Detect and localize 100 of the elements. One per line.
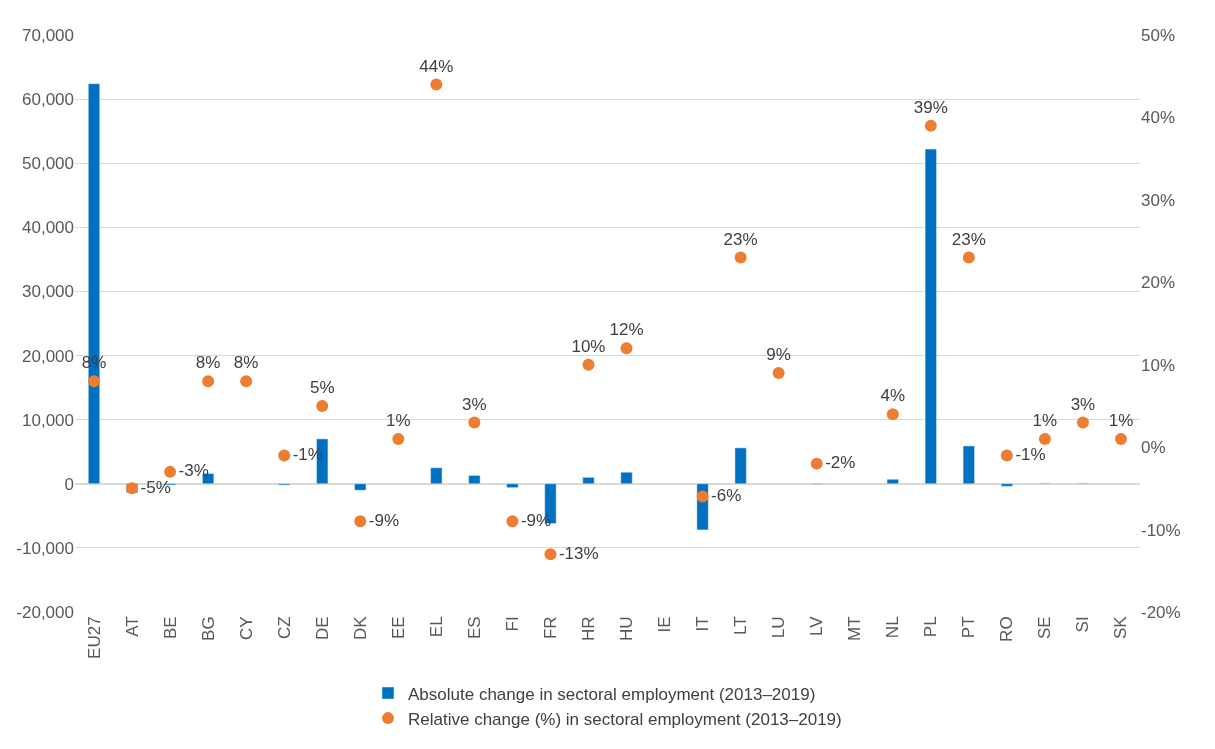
data-label: 23% xyxy=(951,229,986,249)
y-tick-label: 50,000 xyxy=(22,154,74,174)
point xyxy=(506,515,519,528)
x-tick-label: EL xyxy=(426,616,446,638)
x-tick-label: CY xyxy=(236,616,256,641)
data-label: 44% xyxy=(419,56,454,76)
x-tick-label: MT xyxy=(845,616,865,641)
point xyxy=(696,490,709,503)
point xyxy=(886,408,899,421)
point xyxy=(88,375,101,388)
y-tick-label: 20,000 xyxy=(22,346,74,366)
x-tick-label: LU xyxy=(769,616,789,639)
x-tick-label: DE xyxy=(312,616,332,641)
y-tick-label: 60,000 xyxy=(22,90,74,110)
point xyxy=(468,416,481,429)
x-tick-label: FR xyxy=(540,616,560,640)
x-tick-label: ES xyxy=(464,616,484,640)
x-tick-label: HU xyxy=(617,616,637,641)
data-label: -3% xyxy=(178,461,209,481)
y-tick-label: -20,000 xyxy=(16,602,74,622)
point xyxy=(430,78,443,91)
x-tick-label: IE xyxy=(655,616,675,633)
x-tick-label: EE xyxy=(388,616,408,640)
data-label: -9% xyxy=(368,510,399,530)
data-label: 8% xyxy=(233,353,259,373)
point xyxy=(354,515,367,528)
bar xyxy=(924,148,937,485)
bar xyxy=(962,445,975,485)
x-tick-label: BG xyxy=(198,616,218,641)
y2-tick-label: -10% xyxy=(1141,520,1181,540)
data-label: 23% xyxy=(723,229,758,249)
data-label: 12% xyxy=(609,320,644,340)
y-tick-label: -10,000 xyxy=(16,538,74,558)
data-label: 5% xyxy=(309,378,335,398)
y-tick-label: 0 xyxy=(64,474,74,494)
data-label: 1% xyxy=(386,411,411,431)
data-label: 3% xyxy=(1070,394,1096,414)
x-tick-label: BE xyxy=(160,616,180,640)
point xyxy=(1000,449,1013,462)
legend-label: Absolute change in sectoral employment (2013–2019) xyxy=(408,684,816,704)
point xyxy=(1076,416,1089,429)
point xyxy=(202,375,215,388)
point xyxy=(1114,432,1127,445)
data-label: 1% xyxy=(1108,411,1134,431)
point xyxy=(962,251,975,264)
x-tick-label: AT xyxy=(122,616,142,637)
point xyxy=(164,465,177,478)
point xyxy=(620,342,633,355)
x-tick-label: EU27 xyxy=(84,616,104,659)
y-tick-label: 40,000 xyxy=(22,218,74,238)
data-label: 8% xyxy=(195,353,221,373)
y-tick-label: 30,000 xyxy=(22,282,74,302)
point xyxy=(734,251,747,264)
data-label: 3% xyxy=(462,394,487,414)
point xyxy=(1038,432,1051,445)
data-label: -13% xyxy=(558,543,599,563)
bar xyxy=(734,447,747,485)
y2-tick-label: 50% xyxy=(1141,25,1176,45)
x-tick-label: PL xyxy=(921,616,941,638)
data-label: 10% xyxy=(571,336,606,356)
data-label: -9% xyxy=(520,510,552,530)
data-label: -1% xyxy=(1015,444,1046,464)
y2-tick-label: 10% xyxy=(1141,355,1176,375)
bar xyxy=(620,471,633,485)
point xyxy=(810,457,823,470)
point xyxy=(924,119,937,132)
bar xyxy=(1000,483,1013,487)
point xyxy=(278,449,291,462)
x-tick-label: IT xyxy=(693,616,713,632)
x-tick-label: LT xyxy=(731,616,751,635)
data-label: 1% xyxy=(1032,411,1058,431)
point xyxy=(582,358,595,371)
bar xyxy=(582,477,595,485)
bar xyxy=(886,479,899,485)
data-label: -6% xyxy=(711,485,742,505)
y2-tick-label: 20% xyxy=(1141,273,1176,293)
y2-tick-label: 30% xyxy=(1141,190,1176,210)
x-tick-label: LV xyxy=(807,615,827,636)
x-tick-label: FI xyxy=(502,616,522,632)
data-label: -2% xyxy=(825,452,856,472)
x-tick-label: SK xyxy=(1111,615,1131,640)
bar xyxy=(468,475,481,485)
x-tick-label: RO xyxy=(997,616,1017,642)
bar xyxy=(430,467,443,485)
y2-tick-label: -20% xyxy=(1141,602,1181,622)
point xyxy=(772,366,785,379)
y2-tick-label: 40% xyxy=(1141,108,1176,128)
data-label: 9% xyxy=(766,345,791,365)
x-tick-label: CZ xyxy=(274,616,294,640)
point xyxy=(392,432,405,445)
data-label: -5% xyxy=(140,477,171,497)
y2-tick-label: 0% xyxy=(1141,438,1166,458)
bar xyxy=(354,483,367,491)
point xyxy=(316,399,329,412)
x-tick-label: HR xyxy=(579,616,599,641)
y-tick-label: 10,000 xyxy=(22,410,74,430)
data-label: 39% xyxy=(913,97,948,117)
bar xyxy=(506,483,519,488)
legend-label: Relative change (%) in sectoral employment (2013–2019) xyxy=(408,709,842,729)
x-tick-label: SI xyxy=(1073,616,1093,633)
